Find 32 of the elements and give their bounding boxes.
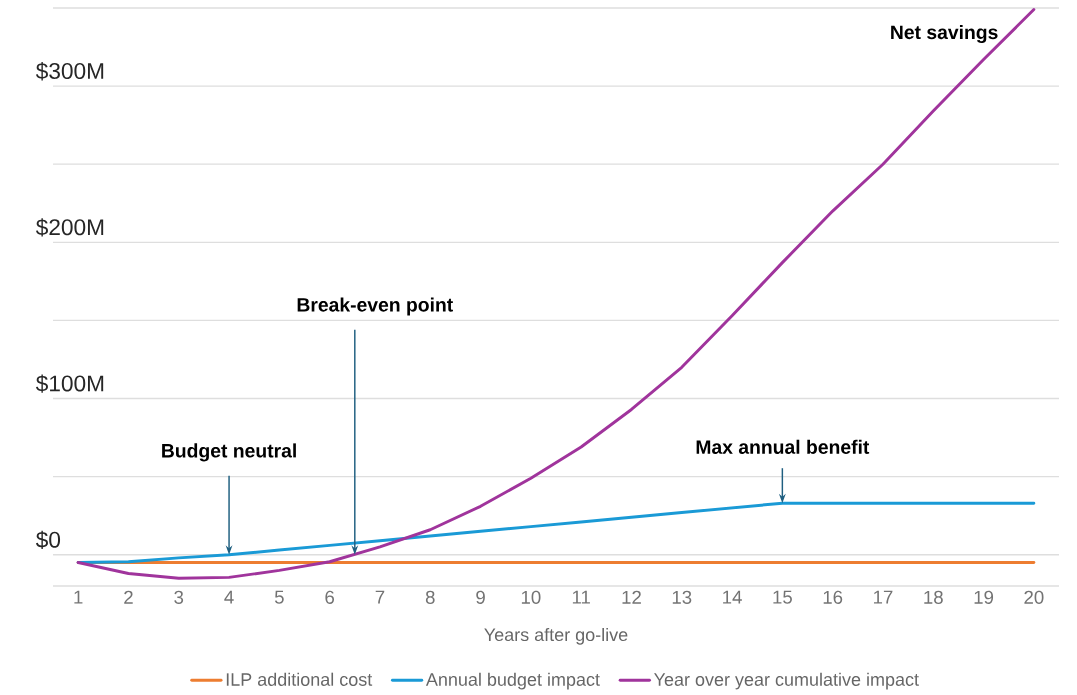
x-tick-label: 16 (823, 590, 843, 604)
x-tick-label: 3 (174, 590, 184, 604)
y-tick-label: $100M (35, 374, 104, 393)
x-tick-label: 4 (224, 590, 234, 604)
x-tick-label: 13 (672, 590, 692, 604)
x-tick-label: 14 (723, 590, 742, 604)
x-tick-label: 15 (773, 590, 792, 604)
y-tick-label: $200M (35, 218, 104, 237)
y-tick-label: $300M (35, 62, 104, 81)
x-tick-label: 10 (521, 590, 541, 604)
x-tick-label: 18 (924, 590, 943, 604)
y-tick-label: $0 (35, 530, 61, 550)
x-tick-label: 7 (375, 590, 385, 604)
x-tick-label: 19 (974, 590, 994, 604)
x-tick-label: 20 (1024, 590, 1044, 604)
annotation: Break-even point (297, 297, 453, 316)
x-tick-label: 11 (572, 590, 590, 604)
annotation: Budget neutral (162, 443, 296, 462)
x-tick-label: 2 (124, 590, 133, 604)
legend-label: ILP additional cost (226, 672, 373, 686)
legend-label: Annual budget impact (425, 672, 600, 690)
x-tick-label: 1 (74, 590, 83, 604)
x-tick-label: 17 (873, 590, 893, 604)
x-tick-label: 8 (425, 590, 435, 604)
annotation: Net savings (891, 24, 998, 44)
annotation: Max annual benefit (696, 439, 870, 454)
x-axis-title: Years after go-live (484, 627, 628, 645)
x-tick-label: 5 (274, 590, 284, 604)
x-tick-label: 9 (476, 590, 485, 604)
x-tick-label: 6 (325, 590, 335, 604)
x-tick-label: 12 (622, 590, 641, 604)
legend-label: Year over year cumulative impact (654, 672, 919, 690)
